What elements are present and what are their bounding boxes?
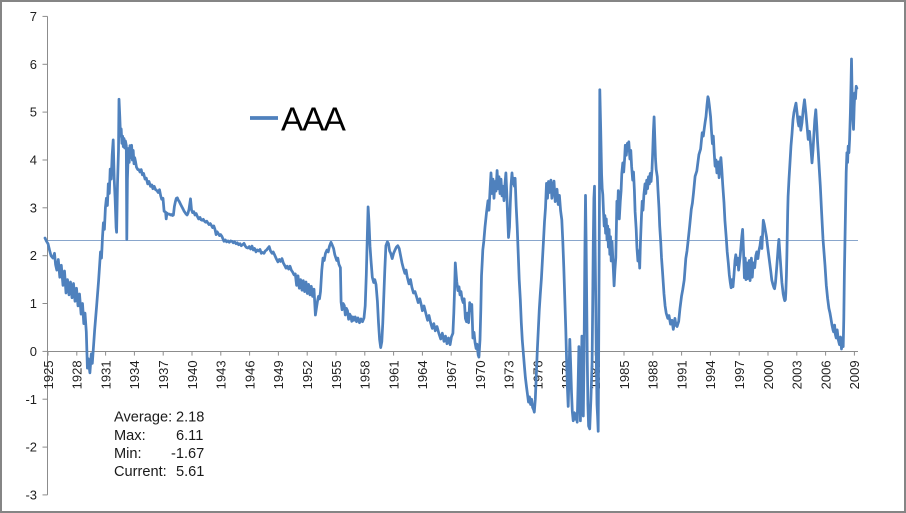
svg-text:1934: 1934 (127, 360, 142, 389)
svg-text:1970: 1970 (473, 360, 488, 389)
svg-text:1949: 1949 (271, 360, 286, 389)
svg-text:1958: 1958 (358, 360, 373, 389)
svg-text:2009: 2009 (847, 360, 862, 389)
svg-text:1985: 1985 (617, 360, 632, 389)
svg-text:1955: 1955 (329, 360, 344, 389)
svg-text:7: 7 (30, 9, 37, 24)
svg-text:1946: 1946 (242, 360, 257, 389)
svg-text:2.18: 2.18 (176, 410, 204, 426)
svg-text:1931: 1931 (98, 360, 113, 389)
svg-text:Average:: Average: (114, 410, 172, 426)
svg-text:1964: 1964 (415, 360, 430, 389)
svg-text:1952: 1952 (300, 360, 315, 389)
svg-text:1976: 1976 (530, 360, 545, 389)
svg-text:1973: 1973 (502, 360, 517, 389)
svg-text:1943: 1943 (214, 360, 229, 389)
svg-text:1991: 1991 (674, 360, 689, 389)
svg-text:1967: 1967 (444, 360, 459, 389)
svg-text:Max:: Max: (114, 428, 146, 444)
svg-text:2006: 2006 (818, 360, 833, 389)
svg-text:5: 5 (30, 105, 37, 120)
svg-text:6: 6 (30, 57, 37, 72)
svg-text:-3: -3 (25, 487, 37, 502)
svg-text:1928: 1928 (70, 360, 85, 389)
svg-text:3: 3 (30, 200, 37, 215)
svg-text:-1.67: -1.67 (171, 446, 204, 462)
svg-text:-1: -1 (25, 392, 37, 407)
svg-text:1: 1 (30, 296, 37, 311)
svg-text:1994: 1994 (703, 360, 718, 389)
svg-text:-2: -2 (25, 440, 37, 455)
svg-text:AAA: AAA (281, 102, 346, 139)
svg-text:Min:: Min: (114, 446, 142, 462)
svg-text:2000: 2000 (761, 360, 776, 389)
svg-text:1997: 1997 (732, 360, 747, 389)
svg-text:Current:: Current: (114, 464, 167, 480)
svg-text:1988: 1988 (646, 360, 661, 389)
svg-text:4: 4 (30, 153, 37, 168)
svg-text:6.11: 6.11 (176, 428, 203, 444)
svg-text:2003: 2003 (790, 360, 805, 389)
svg-text:5.61: 5.61 (176, 464, 204, 480)
svg-text:1937: 1937 (156, 360, 171, 389)
svg-text:1940: 1940 (185, 360, 200, 389)
svg-text:1925: 1925 (41, 360, 56, 389)
svg-text:2: 2 (30, 248, 37, 263)
svg-text:1961: 1961 (386, 360, 401, 389)
svg-text:0: 0 (30, 344, 37, 359)
